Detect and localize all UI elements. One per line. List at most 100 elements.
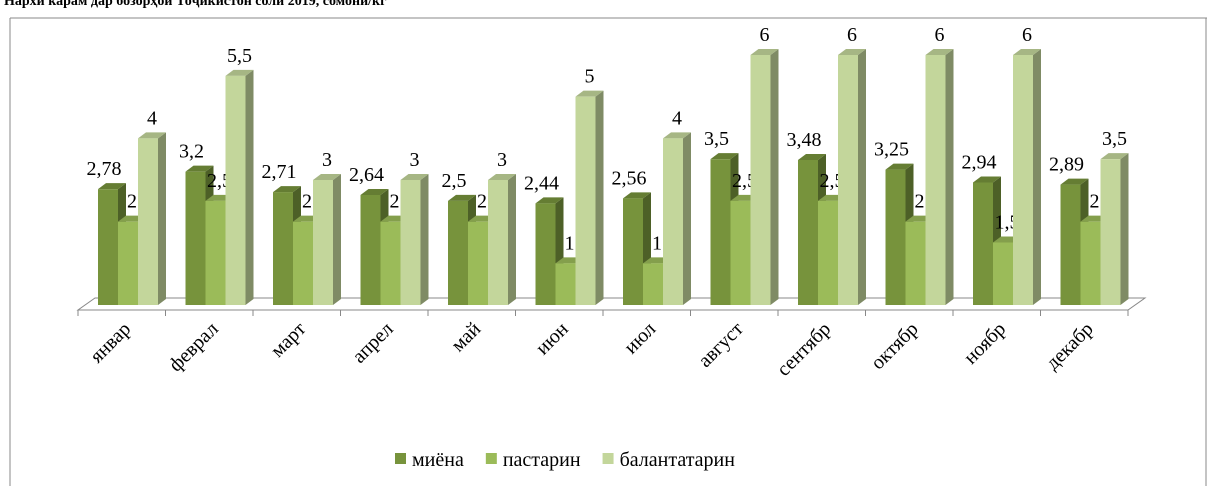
bar-front <box>98 189 118 305</box>
data-label: 3,25 <box>874 139 909 161</box>
x-tick-label: ноябр <box>960 318 1011 369</box>
bar <box>925 49 954 305</box>
data-label: 2,78 <box>87 158 122 180</box>
x-tick-label: июл <box>620 318 660 358</box>
bar-front <box>185 171 206 305</box>
legend-label: балантатарин <box>620 449 736 471</box>
data-label: 3 <box>497 149 507 171</box>
bar-front <box>380 221 401 305</box>
data-label: 2,94 <box>962 152 997 174</box>
data-label: 3 <box>410 149 420 171</box>
bar-front <box>118 221 138 305</box>
data-label: 2 <box>1090 191 1100 213</box>
bar <box>575 90 604 306</box>
bar-top <box>98 183 126 190</box>
x-tick-label: март <box>267 318 311 362</box>
bar-front <box>838 55 858 305</box>
bar <box>838 49 866 305</box>
bar-side <box>1033 49 1041 305</box>
bar-front <box>273 192 293 305</box>
bar-front <box>818 200 838 305</box>
bar-top <box>1013 49 1041 55</box>
bar-front <box>1080 221 1101 305</box>
bar-side <box>333 174 341 305</box>
data-label: 5,5 <box>227 45 252 67</box>
data-label: 3,48 <box>787 129 822 151</box>
bar-top <box>138 132 166 139</box>
data-label: 1 <box>652 232 662 254</box>
bar-top <box>273 186 301 193</box>
bar-top <box>663 132 691 139</box>
bar-top <box>535 197 564 204</box>
bar-top <box>448 194 476 201</box>
data-label: 2,64 <box>349 164 384 186</box>
x-tick-label: октябр <box>867 318 923 374</box>
bar-front <box>730 200 751 305</box>
chart-title: Нархи карам дар бозорҳои Тоҷикистон соли… <box>4 0 386 9</box>
bar-side <box>595 90 604 306</box>
bar-top <box>710 153 739 160</box>
data-label: 4 <box>147 107 157 129</box>
bar <box>400 174 429 305</box>
data-label: 1 <box>565 232 575 254</box>
data-label: 3 <box>322 149 332 171</box>
bar-top <box>885 163 914 170</box>
bar-top <box>225 69 254 76</box>
bar-front <box>225 75 246 305</box>
legend-swatch <box>395 453 406 464</box>
data-label: 5 <box>585 66 595 88</box>
bar-side <box>945 49 954 305</box>
bar-side <box>508 174 516 305</box>
bar-front <box>575 96 596 306</box>
data-label: 3,5 <box>1102 128 1127 150</box>
x-tick-label: январ <box>86 318 135 367</box>
bar-front <box>205 200 226 305</box>
bar-front <box>885 169 906 305</box>
data-label: 2,89 <box>1049 154 1084 176</box>
data-label: 2,56 <box>612 167 647 189</box>
data-label: 6 <box>760 24 770 46</box>
bar <box>138 132 166 305</box>
data-label: 2 <box>302 191 312 213</box>
data-label: 4 <box>672 107 682 129</box>
bar-top <box>185 165 214 172</box>
bar-side <box>420 174 429 305</box>
data-label: 2,71 <box>262 161 297 183</box>
bar-front <box>973 182 993 305</box>
bar-side <box>858 49 866 305</box>
bar-top <box>488 174 516 180</box>
bar-front <box>360 195 381 305</box>
x-tick-label: август <box>694 318 748 372</box>
bar-front <box>623 198 643 305</box>
bar-side <box>683 132 691 305</box>
bar <box>488 174 516 305</box>
bar-front <box>993 242 1013 305</box>
legend-label: миёна <box>412 449 464 471</box>
data-label: 6 <box>847 24 857 46</box>
bar-front <box>448 200 468 305</box>
bar-front <box>710 159 731 305</box>
data-label: 6 <box>1022 24 1032 46</box>
bar-front <box>313 180 333 305</box>
data-label: 2 <box>915 191 925 213</box>
bar <box>225 69 254 305</box>
legend-label: пастарин <box>503 449 581 471</box>
bar-front <box>1013 55 1033 305</box>
bar <box>1100 153 1129 305</box>
bar-front <box>925 55 946 305</box>
bar-front <box>905 221 926 305</box>
bar-side <box>770 49 779 305</box>
bar-side <box>245 69 254 305</box>
bar <box>750 49 779 305</box>
x-tick-label: декабр <box>1042 318 1098 374</box>
data-label: 2 <box>390 191 400 213</box>
bar-top <box>973 176 1001 183</box>
x-tick-label: май <box>447 318 485 356</box>
bar-top <box>623 192 651 199</box>
bar-top <box>838 49 866 55</box>
bar-top <box>750 49 779 55</box>
bar-front <box>488 180 508 305</box>
bar-top <box>400 174 429 180</box>
data-label: 2,44 <box>524 172 559 194</box>
